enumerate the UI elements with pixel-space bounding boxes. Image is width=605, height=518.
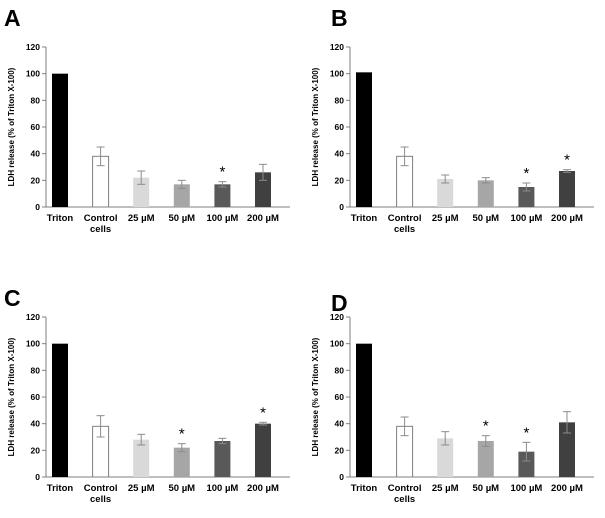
significance-marker: * bbox=[523, 424, 529, 441]
category-label: cells bbox=[394, 224, 415, 235]
category-label: Triton bbox=[47, 213, 74, 224]
category-label: Control bbox=[84, 483, 118, 494]
bar-3 bbox=[133, 439, 150, 477]
significance-marker: * bbox=[219, 164, 225, 181]
y-tick-label: 40 bbox=[31, 419, 41, 429]
y-axis-title: LDH release (% of Triton X-100) bbox=[7, 337, 16, 456]
y-tick-label: 100 bbox=[26, 339, 40, 349]
bar-1 bbox=[52, 343, 68, 477]
significance-marker: * bbox=[564, 152, 570, 169]
category-label: 25 µM bbox=[432, 213, 459, 224]
y-tick-label: 0 bbox=[35, 202, 40, 212]
y-tick-label: 120 bbox=[26, 42, 40, 52]
y-axis-title: LDH release (% of Triton X-100) bbox=[7, 67, 16, 186]
y-tick-label: 20 bbox=[335, 175, 345, 185]
bar-1 bbox=[356, 343, 372, 477]
y-tick-label: 100 bbox=[330, 339, 344, 349]
y-tick-label: 120 bbox=[330, 312, 344, 322]
category-label: Control bbox=[84, 213, 118, 224]
y-tick-label: 120 bbox=[330, 42, 344, 52]
y-tick-label: 40 bbox=[335, 149, 345, 159]
bar-6 bbox=[559, 171, 575, 207]
category-label: 25 µM bbox=[128, 213, 155, 224]
panel-label: C bbox=[4, 285, 21, 311]
y-axis-title: LDH release (% of Triton X-100) bbox=[311, 337, 320, 456]
panel-label: B bbox=[331, 5, 348, 31]
bar-6 bbox=[559, 422, 575, 477]
bar-3 bbox=[133, 177, 150, 207]
category-label: 100 µM bbox=[510, 483, 542, 494]
category-label: Control bbox=[388, 213, 422, 224]
bar-4 bbox=[477, 180, 494, 207]
y-axis-title: LDH release (% of Triton X-100) bbox=[311, 67, 320, 186]
category-label: cells bbox=[90, 224, 111, 235]
y-tick-label: 60 bbox=[335, 122, 345, 132]
bar-5 bbox=[518, 451, 535, 477]
significance-marker: * bbox=[523, 165, 529, 182]
bar-1 bbox=[356, 72, 372, 207]
significance-marker: * bbox=[260, 404, 266, 421]
category-label: 50 µM bbox=[169, 483, 196, 494]
category-label: 50 µM bbox=[473, 213, 500, 224]
y-tick-label: 60 bbox=[31, 122, 41, 132]
bar-5 bbox=[214, 184, 231, 207]
category-label: 100 µM bbox=[510, 213, 542, 224]
category-label: cells bbox=[394, 494, 415, 505]
category-label: 100 µM bbox=[206, 213, 238, 224]
y-tick-label: 20 bbox=[31, 175, 41, 185]
panel-label: D bbox=[331, 290, 348, 316]
y-tick-label: 20 bbox=[335, 445, 345, 455]
y-tick-label: 60 bbox=[31, 392, 41, 402]
y-tick-label: 100 bbox=[26, 69, 40, 79]
y-tick-label: 80 bbox=[31, 365, 41, 375]
bar-3 bbox=[437, 179, 454, 207]
bar-6 bbox=[255, 423, 271, 477]
y-tick-label: 80 bbox=[335, 95, 345, 105]
y-tick-label: 120 bbox=[26, 312, 40, 322]
bar-3 bbox=[437, 438, 454, 477]
y-tick-label: 60 bbox=[335, 392, 345, 402]
category-label: 50 µM bbox=[473, 483, 500, 494]
category-label: Triton bbox=[351, 483, 378, 494]
category-label: 200 µM bbox=[551, 213, 583, 224]
bar-1 bbox=[52, 73, 68, 208]
category-label: cells bbox=[90, 494, 111, 505]
category-label: Triton bbox=[47, 483, 74, 494]
y-tick-label: 20 bbox=[31, 445, 41, 455]
bar-5 bbox=[214, 441, 231, 477]
category-label: 100 µM bbox=[206, 483, 238, 494]
y-tick-label: 80 bbox=[335, 365, 345, 375]
category-label: 200 µM bbox=[247, 213, 279, 224]
category-label: 50 µM bbox=[169, 213, 196, 224]
category-label: Control bbox=[388, 483, 422, 494]
category-label: 25 µM bbox=[432, 483, 459, 494]
y-tick-label: 0 bbox=[339, 202, 344, 212]
bar-5 bbox=[518, 187, 535, 207]
y-tick-label: 40 bbox=[335, 419, 345, 429]
bar-4 bbox=[477, 441, 494, 477]
category-label: 25 µM bbox=[128, 483, 155, 494]
y-tick-label: 0 bbox=[339, 472, 344, 482]
y-tick-label: 80 bbox=[31, 95, 41, 105]
significance-marker: * bbox=[179, 426, 185, 443]
category-label: 200 µM bbox=[247, 483, 279, 494]
chart-panel-d: D 0 20 40 60 80 100 120 LDH release (% of Triton… bbox=[311, 290, 594, 505]
bar-6 bbox=[255, 172, 271, 207]
bar-4 bbox=[173, 447, 190, 477]
significance-marker: * bbox=[483, 418, 489, 435]
chart-panel-c: C 0 20 40 60 80 100 120 LDH release (% of Triton… bbox=[4, 285, 290, 505]
chart-panel-a: A 0 20 40 60 80 100 120 LDH release (% of Triton… bbox=[4, 5, 290, 235]
panel-label: A bbox=[4, 5, 21, 31]
y-tick-label: 100 bbox=[330, 69, 344, 79]
bar-4 bbox=[173, 184, 190, 207]
y-tick-label: 40 bbox=[31, 149, 41, 159]
category-label: 200 µM bbox=[551, 483, 583, 494]
y-tick-label: 0 bbox=[35, 472, 40, 482]
chart-panel-b: B 0 20 40 60 80 100 120 LDH release (% of Triton… bbox=[311, 5, 594, 235]
category-label: Triton bbox=[351, 213, 378, 224]
